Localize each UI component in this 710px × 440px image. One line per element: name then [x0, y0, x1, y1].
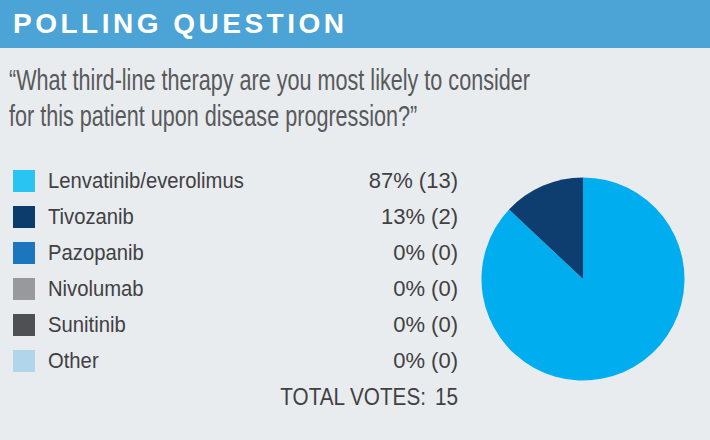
legend-row-tivozanib: Tivozanib 13% (2)	[13, 206, 458, 228]
question-line-2: for this patient upon disease progressio…	[9, 98, 530, 134]
legend-label: Nivolumab	[48, 276, 366, 302]
legend-swatch-tivozanib	[13, 206, 35, 228]
pie-chart	[481, 177, 685, 381]
legend-label: Tivozanib	[48, 204, 354, 230]
legend-value: 13% (2)	[381, 204, 458, 230]
legend-value: 87% (13)	[369, 168, 458, 194]
total-votes-value: 15	[435, 384, 458, 410]
legend-row-lenvatinib-everolimus: Lenvatinib/everolimus 87% (13)	[13, 170, 458, 192]
header-banner: POLLING QUESTION	[0, 0, 710, 48]
legend-label: Sunitinib	[48, 312, 366, 338]
legend-label: Other	[48, 348, 366, 374]
legend-row-pazopanib: Pazopanib 0% (0)	[13, 242, 458, 264]
total-votes-label: TOTAL VOTES:	[280, 384, 426, 410]
page-title: POLLING QUESTION	[13, 0, 347, 48]
question-text: “What third-line therapy are you most li…	[9, 62, 530, 134]
legend-swatch-other	[13, 350, 35, 372]
legend-label: Lenvatinib/everolimus	[48, 168, 343, 194]
legend-swatch-lenvatinib-everolimus	[13, 170, 35, 192]
question-line-1: “What third-line therapy are you most li…	[9, 62, 530, 98]
legend-value: 0% (0)	[393, 276, 458, 302]
legend-swatch-pazopanib	[13, 242, 35, 264]
polling-slide: POLLING QUESTION “What third-line therap…	[0, 0, 710, 440]
legend-row-other: Other 0% (0)	[13, 350, 458, 372]
legend-swatch-nivolumab	[13, 278, 35, 300]
legend-row-nivolumab: Nivolumab 0% (0)	[13, 278, 458, 300]
legend-row-sunitinib: Sunitinib 0% (0)	[13, 314, 458, 336]
legend-value: 0% (0)	[393, 312, 458, 338]
legend-value: 0% (0)	[393, 348, 458, 374]
total-votes: TOTAL VOTES: 15	[58, 384, 459, 411]
legend-swatch-sunitinib	[13, 314, 35, 336]
legend-value: 0% (0)	[393, 240, 458, 266]
legend-label: Pazopanib	[48, 240, 366, 266]
